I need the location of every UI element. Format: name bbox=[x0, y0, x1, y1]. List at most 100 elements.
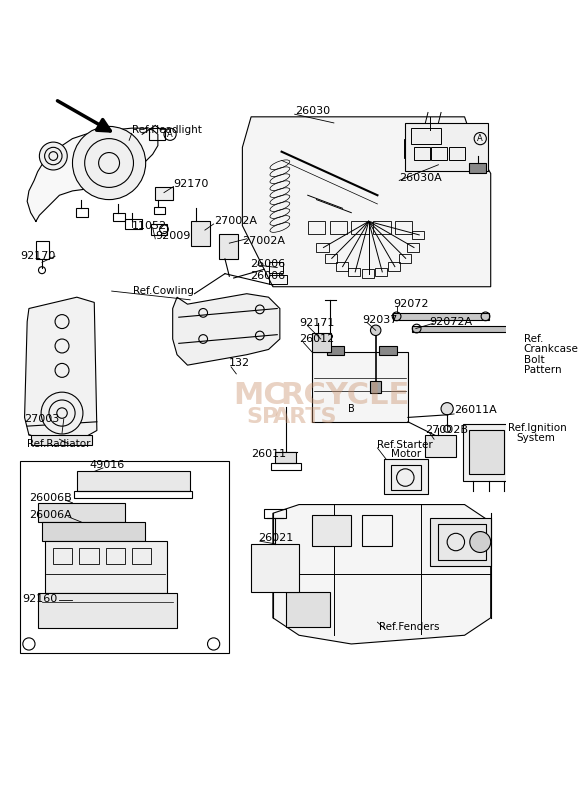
Bar bbox=[329, 222, 347, 234]
Polygon shape bbox=[242, 117, 491, 286]
Bar bbox=[151, 224, 166, 235]
Text: 26030: 26030 bbox=[295, 106, 330, 116]
Bar bbox=[405, 123, 488, 171]
Bar bbox=[403, 138, 417, 158]
Text: 26006: 26006 bbox=[250, 259, 286, 269]
Circle shape bbox=[441, 402, 453, 415]
Bar bbox=[113, 213, 125, 222]
Text: 49016: 49016 bbox=[90, 460, 125, 470]
Text: 27003: 27003 bbox=[24, 414, 60, 424]
Bar bbox=[412, 326, 539, 332]
Circle shape bbox=[41, 392, 83, 434]
Bar bbox=[370, 381, 381, 393]
Bar bbox=[336, 262, 348, 271]
Bar bbox=[395, 222, 412, 234]
Bar bbox=[125, 218, 142, 230]
Bar bbox=[419, 123, 446, 137]
Bar bbox=[393, 313, 489, 320]
Text: 26006A: 26006A bbox=[29, 510, 72, 520]
Bar bbox=[77, 471, 190, 490]
Text: Ref.Cowling: Ref.Cowling bbox=[134, 286, 194, 296]
Bar bbox=[191, 222, 210, 246]
Bar bbox=[417, 138, 429, 158]
Text: 92072: 92072 bbox=[393, 299, 429, 309]
Bar bbox=[276, 452, 297, 462]
Text: System: System bbox=[517, 434, 555, 443]
Bar bbox=[429, 518, 491, 566]
Text: 92072A: 92072A bbox=[429, 317, 473, 326]
Bar bbox=[155, 186, 173, 199]
Bar bbox=[379, 346, 397, 354]
Text: 11052: 11052 bbox=[132, 221, 167, 230]
Text: 26021: 26021 bbox=[258, 533, 293, 542]
Bar bbox=[317, 243, 329, 252]
Text: MC: MC bbox=[234, 381, 287, 410]
Circle shape bbox=[470, 531, 491, 553]
Bar bbox=[407, 243, 419, 252]
Text: Ref.Ignition: Ref.Ignition bbox=[508, 423, 567, 433]
Polygon shape bbox=[24, 297, 97, 442]
Bar bbox=[36, 242, 49, 259]
Polygon shape bbox=[173, 294, 280, 365]
Text: Ref.Headlight: Ref.Headlight bbox=[132, 125, 202, 135]
Bar bbox=[42, 522, 145, 541]
Bar bbox=[271, 462, 301, 470]
Bar bbox=[425, 435, 456, 457]
Bar bbox=[79, 548, 99, 564]
Circle shape bbox=[39, 142, 67, 170]
Text: Crankcase: Crankcase bbox=[524, 345, 578, 354]
Text: A: A bbox=[167, 130, 173, 138]
Text: SP: SP bbox=[247, 407, 279, 427]
Text: 26006B: 26006B bbox=[29, 493, 72, 502]
Text: 27002B: 27002B bbox=[425, 426, 468, 435]
Bar bbox=[508, 435, 539, 474]
Bar bbox=[264, 509, 286, 518]
Text: 27002A: 27002A bbox=[214, 216, 257, 226]
Bar bbox=[469, 163, 486, 174]
Bar bbox=[53, 548, 72, 564]
Circle shape bbox=[72, 126, 146, 199]
Bar bbox=[410, 128, 441, 144]
Bar bbox=[373, 222, 391, 234]
Bar bbox=[327, 346, 344, 354]
Bar bbox=[449, 147, 465, 159]
Bar bbox=[74, 490, 192, 498]
Bar bbox=[45, 541, 166, 594]
Text: 132: 132 bbox=[229, 358, 250, 369]
Bar bbox=[325, 254, 337, 262]
Bar bbox=[251, 544, 299, 592]
Bar bbox=[38, 594, 177, 628]
Bar bbox=[469, 430, 504, 474]
Bar bbox=[286, 592, 329, 626]
Text: 27002A: 27002A bbox=[242, 237, 286, 246]
Bar bbox=[375, 267, 387, 276]
Text: Ref.Starter: Ref.Starter bbox=[377, 440, 433, 450]
Bar bbox=[132, 548, 151, 564]
Bar bbox=[448, 138, 461, 158]
Circle shape bbox=[370, 325, 381, 335]
Bar bbox=[76, 208, 88, 217]
Bar bbox=[269, 262, 283, 273]
Bar bbox=[362, 515, 392, 546]
Text: Ref.Fenders: Ref.Fenders bbox=[379, 622, 440, 631]
Text: Motor: Motor bbox=[391, 449, 421, 459]
Bar bbox=[391, 466, 421, 490]
Bar bbox=[463, 424, 546, 481]
Polygon shape bbox=[27, 128, 158, 222]
Bar bbox=[307, 222, 325, 234]
Bar bbox=[414, 147, 429, 159]
Bar bbox=[388, 262, 400, 271]
Bar bbox=[20, 461, 229, 653]
Bar bbox=[219, 234, 238, 259]
Bar bbox=[439, 524, 486, 560]
Text: Ref.Radiator: Ref.Radiator bbox=[27, 438, 91, 449]
Bar bbox=[362, 270, 374, 278]
Text: 26011: 26011 bbox=[251, 449, 286, 459]
Text: 26006: 26006 bbox=[250, 271, 286, 282]
Text: B: B bbox=[348, 404, 355, 414]
Text: Pattern: Pattern bbox=[524, 366, 561, 375]
Bar bbox=[38, 503, 125, 522]
Text: Ref.: Ref. bbox=[524, 334, 543, 344]
Polygon shape bbox=[273, 505, 491, 644]
Text: Bolt: Bolt bbox=[524, 355, 544, 365]
